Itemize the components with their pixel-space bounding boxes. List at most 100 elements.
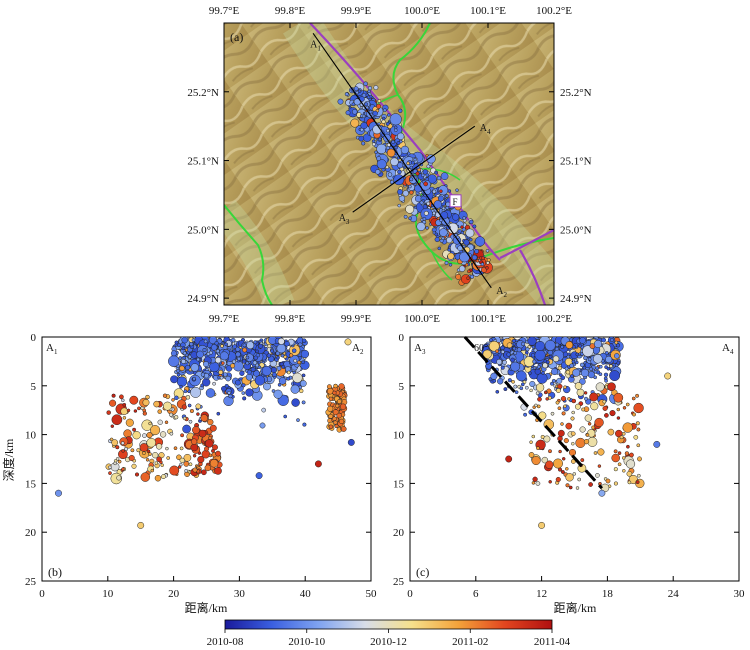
event	[635, 393, 640, 398]
event	[179, 384, 183, 389]
event	[208, 453, 213, 458]
event	[242, 396, 247, 401]
event	[132, 427, 137, 432]
y-tick-label: 15	[393, 478, 405, 490]
event	[565, 467, 569, 471]
event	[531, 434, 536, 439]
event	[532, 359, 537, 364]
event	[273, 389, 283, 399]
event	[191, 338, 196, 342]
map-event	[434, 232, 439, 237]
event	[605, 355, 613, 363]
y-tick-label: 25	[25, 576, 37, 588]
event	[543, 435, 551, 443]
event	[622, 469, 626, 473]
event	[551, 367, 559, 376]
event	[635, 480, 640, 485]
map-event	[397, 169, 402, 175]
event	[585, 433, 590, 437]
map-event	[472, 224, 477, 229]
colorbar-ramp	[224, 619, 553, 630]
event	[332, 416, 337, 421]
event	[196, 357, 200, 362]
event	[234, 379, 241, 386]
event	[556, 377, 563, 384]
event	[636, 443, 641, 448]
x-tick-label: 30	[234, 588, 246, 600]
event	[527, 371, 532, 376]
event	[613, 467, 618, 472]
map-event	[409, 177, 414, 182]
event	[181, 337, 188, 344]
event	[500, 345, 505, 350]
event	[577, 477, 582, 482]
x-tick-label: 30	[734, 588, 746, 600]
event	[604, 378, 608, 383]
map-event	[437, 195, 444, 202]
event	[120, 407, 128, 416]
event	[270, 367, 277, 374]
event	[119, 394, 124, 400]
map-event	[386, 128, 390, 133]
event	[500, 349, 505, 354]
event	[267, 344, 272, 349]
event	[604, 351, 609, 355]
event	[181, 346, 186, 351]
event	[142, 408, 147, 413]
event	[567, 397, 571, 401]
event	[129, 395, 139, 405]
event	[550, 411, 555, 416]
event	[286, 370, 291, 375]
event	[157, 419, 163, 425]
map-event	[402, 190, 409, 197]
event	[512, 346, 517, 351]
map-event	[425, 226, 429, 230]
event	[196, 350, 204, 359]
event	[209, 459, 219, 468]
lon-label-top: 99.9°E	[341, 5, 372, 17]
event	[588, 482, 593, 487]
event	[615, 343, 621, 348]
colorbar: 2010-08 2010-10 2010-12 2011-02 2011-04	[207, 619, 571, 648]
event	[332, 390, 337, 395]
event	[182, 416, 187, 421]
event	[215, 450, 221, 457]
profile-end-label: A4	[480, 123, 491, 136]
event	[245, 373, 253, 381]
map-event	[408, 184, 412, 189]
y-tick-label: 0	[31, 332, 37, 344]
event	[538, 411, 547, 420]
event	[246, 341, 255, 350]
event	[301, 338, 307, 343]
lat-label-left: 25.1°N	[187, 156, 219, 168]
map-event	[372, 110, 378, 117]
map-event	[452, 213, 460, 221]
event	[636, 427, 641, 432]
event	[286, 376, 291, 381]
event	[590, 402, 599, 411]
event	[219, 351, 229, 361]
map-event	[410, 160, 415, 165]
event	[154, 461, 159, 465]
event	[210, 344, 218, 351]
panel-b-ylabel: 深度/km	[1, 438, 16, 481]
event	[241, 383, 246, 388]
event	[283, 414, 288, 419]
event	[575, 486, 580, 490]
map-event	[426, 201, 431, 206]
event	[159, 431, 167, 438]
event	[225, 375, 231, 382]
event-highlight	[55, 489, 62, 497]
panel-c-end: A4	[722, 342, 734, 356]
event	[601, 337, 607, 343]
map-event	[386, 148, 396, 158]
event	[511, 379, 515, 384]
event	[106, 410, 111, 415]
event	[297, 360, 301, 365]
profile-c-panel: 0 6 12 18 24 30 0 5 10 15 20 25 (c) A3 A4 60° 距离/km	[393, 332, 745, 615]
map-event	[439, 218, 443, 223]
event	[261, 365, 272, 376]
event	[514, 390, 519, 395]
event	[334, 424, 339, 429]
